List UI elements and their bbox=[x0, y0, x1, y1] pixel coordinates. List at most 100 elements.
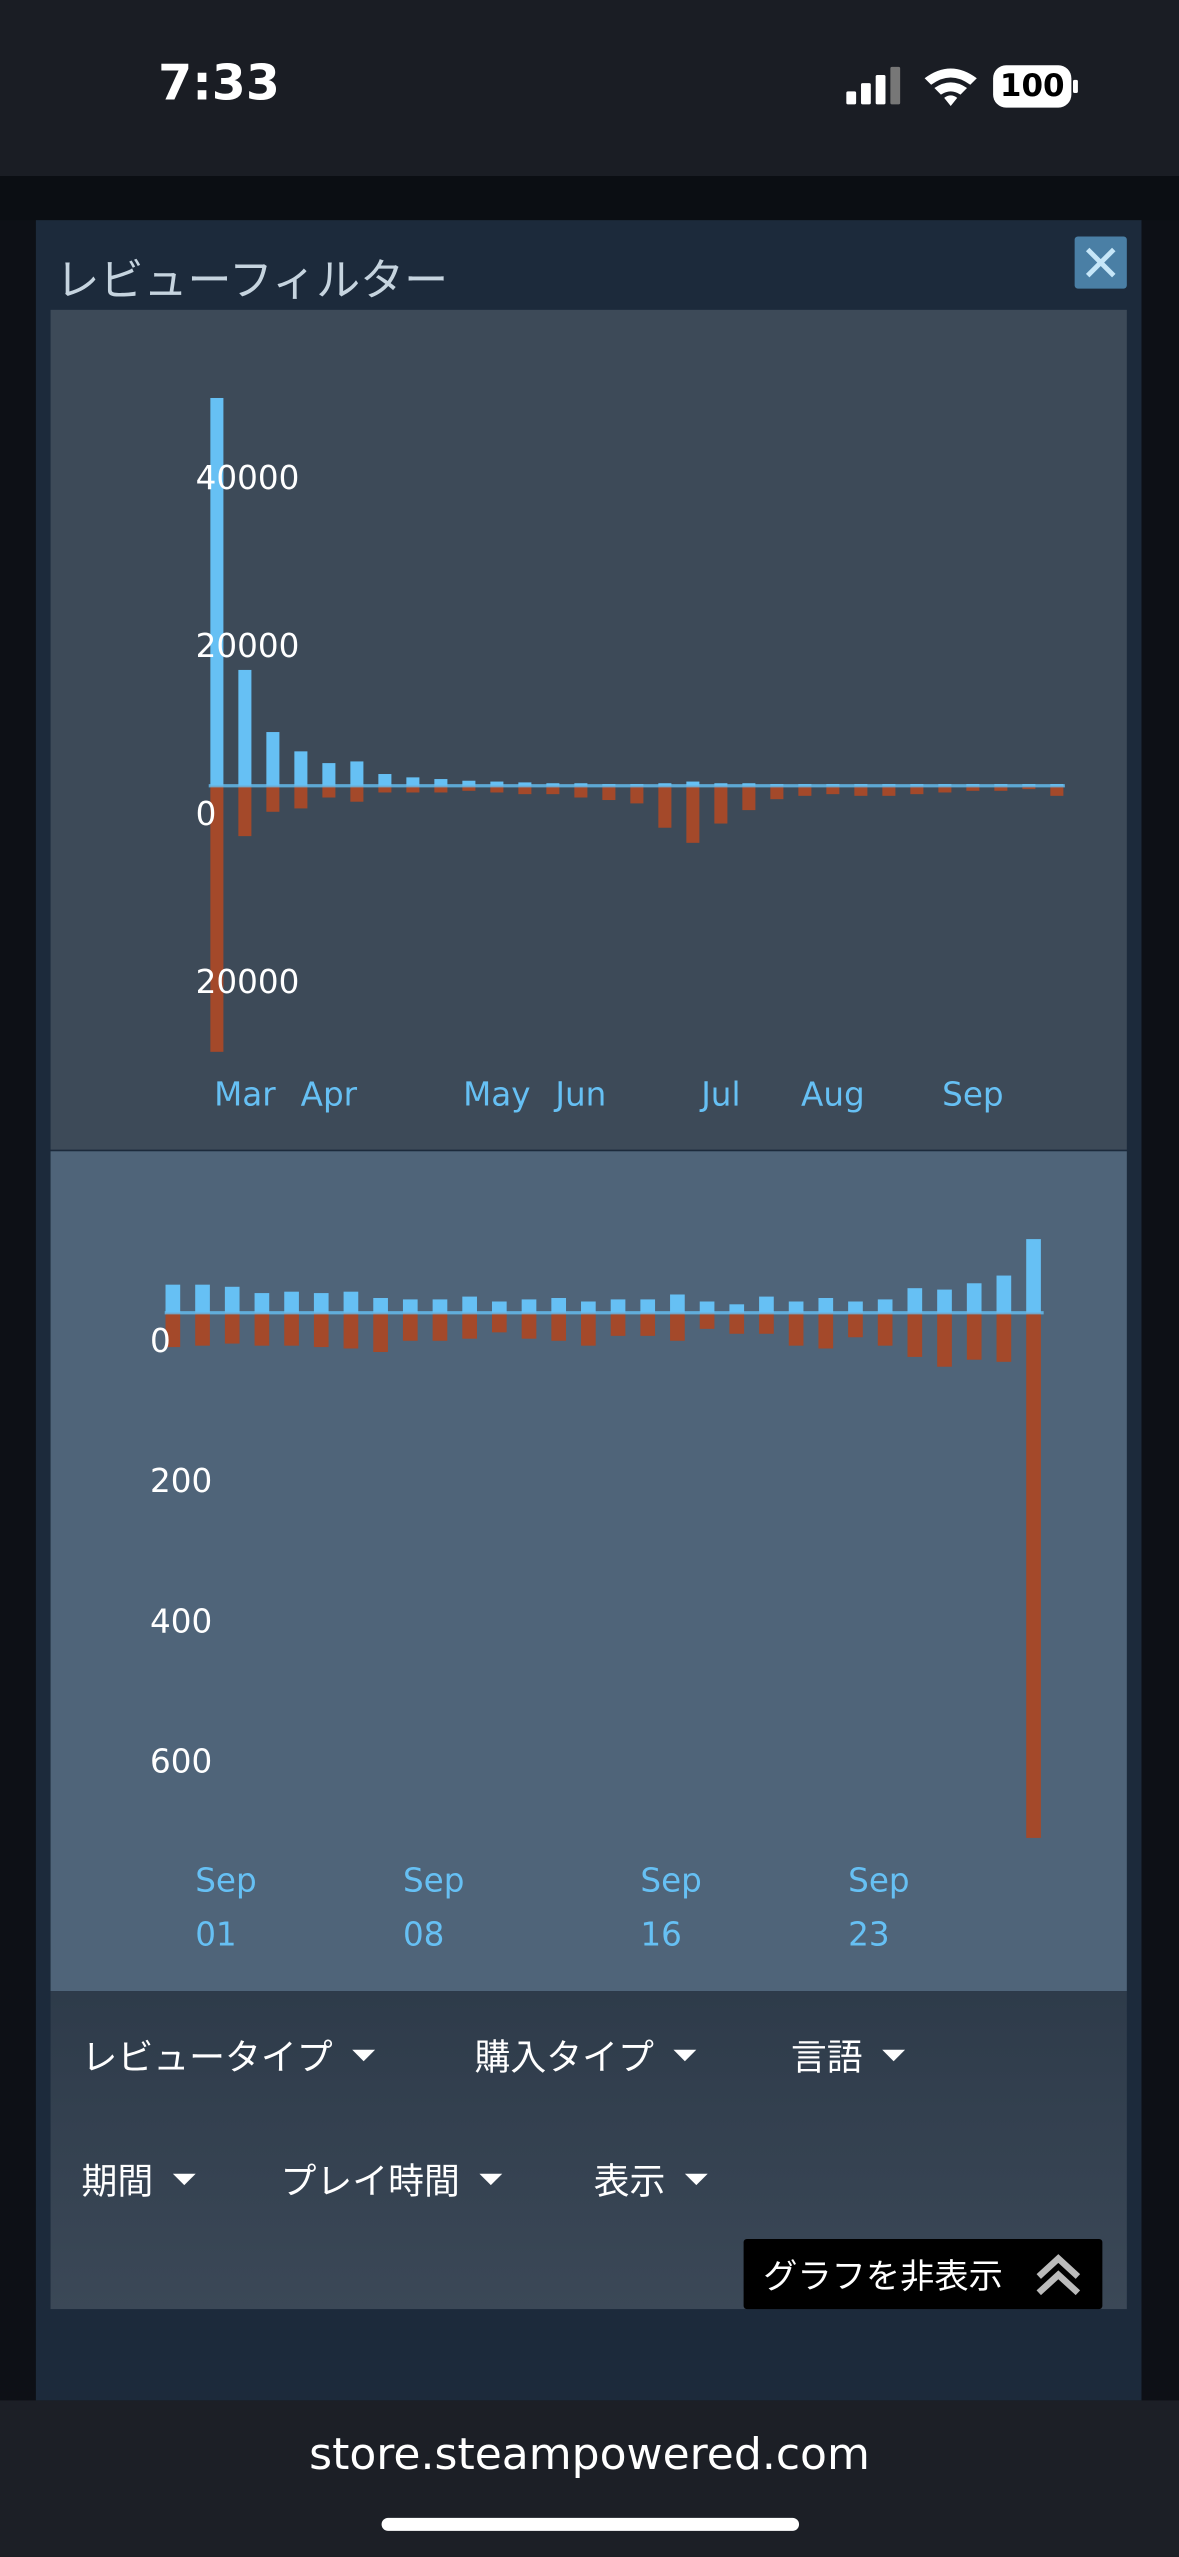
filter-dropdown[interactable]: 言語 bbox=[791, 2029, 905, 2081]
filter-dropdown[interactable]: 期間 bbox=[82, 2153, 196, 2205]
bar bbox=[322, 785, 336, 798]
bar bbox=[266, 732, 280, 786]
bar bbox=[937, 1312, 952, 1367]
battery bbox=[993, 65, 1072, 108]
x-tick-label: Sep 01 bbox=[195, 1862, 256, 1954]
y-tick-label: 0 bbox=[196, 795, 217, 833]
bar bbox=[610, 1312, 626, 1336]
x-tick-line: 16 bbox=[640, 1915, 682, 1953]
bar bbox=[658, 785, 672, 828]
bar bbox=[574, 785, 588, 798]
bar bbox=[490, 781, 504, 786]
y-tick-label: 20000 bbox=[196, 963, 300, 1001]
bar bbox=[996, 1312, 1012, 1362]
signal-bar bbox=[875, 75, 886, 105]
bar bbox=[1022, 785, 1036, 790]
bar bbox=[254, 1293, 270, 1313]
filter-dropdown[interactable]: 購入タイプ bbox=[475, 2029, 697, 2081]
y-tick-label: 40000 bbox=[196, 459, 300, 497]
x-tick-label: May bbox=[463, 1076, 530, 1114]
x-tick-label: Apr bbox=[301, 1076, 358, 1114]
bar bbox=[1050, 785, 1064, 796]
bar bbox=[402, 1312, 418, 1341]
filter-dropdown[interactable]: プレイ時間 bbox=[280, 2153, 502, 2205]
close-button[interactable] bbox=[1074, 236, 1127, 289]
bar bbox=[994, 785, 1008, 791]
battery-level: 100 bbox=[1000, 68, 1065, 104]
bar bbox=[434, 785, 448, 793]
bar bbox=[284, 1291, 299, 1313]
bar bbox=[996, 1275, 1012, 1313]
bar bbox=[238, 669, 252, 786]
bar bbox=[818, 1297, 834, 1313]
bar bbox=[848, 1301, 863, 1313]
bar bbox=[373, 1297, 388, 1313]
bar bbox=[729, 1304, 745, 1313]
x-tick-line: 01 bbox=[195, 1915, 237, 1953]
bar bbox=[343, 1291, 359, 1313]
y-tick-label: 0 bbox=[150, 1322, 171, 1360]
bar bbox=[551, 1297, 567, 1313]
status-icons: 100 bbox=[846, 65, 1078, 108]
bar bbox=[378, 785, 392, 793]
bar bbox=[818, 1312, 834, 1349]
bar bbox=[670, 1294, 685, 1313]
url: store.steampowered.com bbox=[309, 2429, 870, 2481]
bar bbox=[581, 1301, 596, 1313]
bar bbox=[907, 1312, 923, 1357]
home-indicator bbox=[381, 2517, 800, 2531]
x-tick-label: Sep 08 bbox=[403, 1862, 464, 1954]
bar bbox=[294, 785, 308, 809]
y-tick-label: 200 bbox=[150, 1462, 212, 1500]
bar bbox=[462, 1312, 477, 1339]
bar bbox=[238, 785, 252, 837]
x-tick-label: Jun bbox=[553, 1076, 606, 1114]
bar bbox=[714, 785, 728, 824]
bar bbox=[165, 1312, 181, 1348]
bar bbox=[686, 785, 700, 843]
bar bbox=[640, 1299, 656, 1313]
bar bbox=[826, 785, 840, 795]
bar bbox=[581, 1312, 596, 1346]
filter-dropdown[interactable]: 表示 bbox=[594, 2153, 708, 2205]
x-tick-label: Mar bbox=[214, 1076, 276, 1114]
x-tick-line: Sep bbox=[640, 1862, 701, 1900]
bar bbox=[610, 1299, 626, 1313]
bar bbox=[640, 1312, 656, 1336]
bar bbox=[788, 1312, 804, 1346]
bar bbox=[630, 785, 644, 804]
wifi-icon bbox=[924, 68, 977, 106]
bar bbox=[729, 1312, 745, 1334]
bar bbox=[686, 781, 700, 786]
bar bbox=[378, 774, 392, 786]
signal-bar bbox=[890, 66, 901, 105]
bar bbox=[770, 785, 784, 800]
dialog-title: レビューフィルター bbox=[55, 256, 449, 307]
clock: 7:33 bbox=[158, 55, 280, 113]
x-tick-label: Jul bbox=[699, 1076, 740, 1114]
bar bbox=[165, 1284, 181, 1313]
x-tick-line: Sep bbox=[195, 1862, 256, 1900]
bar bbox=[402, 1299, 418, 1313]
bar bbox=[195, 1284, 210, 1313]
y-tick-label: 20000 bbox=[196, 627, 300, 665]
x-tick-line: Sep bbox=[848, 1862, 909, 1900]
filter-dropdown[interactable]: レビュータイプ bbox=[82, 2029, 376, 2081]
bar bbox=[432, 1299, 448, 1313]
bar bbox=[877, 1312, 893, 1346]
bar bbox=[266, 785, 280, 812]
bar bbox=[759, 1296, 774, 1313]
bar bbox=[210, 397, 224, 786]
bar bbox=[406, 785, 420, 793]
bar bbox=[343, 1312, 359, 1349]
battery-tip bbox=[1073, 79, 1078, 93]
bar bbox=[798, 785, 812, 796]
y-tick-label: 400 bbox=[150, 1602, 212, 1640]
bar bbox=[521, 1299, 537, 1313]
bar bbox=[907, 1288, 923, 1313]
bar bbox=[210, 785, 224, 1052]
signal-bar bbox=[846, 91, 857, 105]
bar bbox=[966, 785, 980, 791]
